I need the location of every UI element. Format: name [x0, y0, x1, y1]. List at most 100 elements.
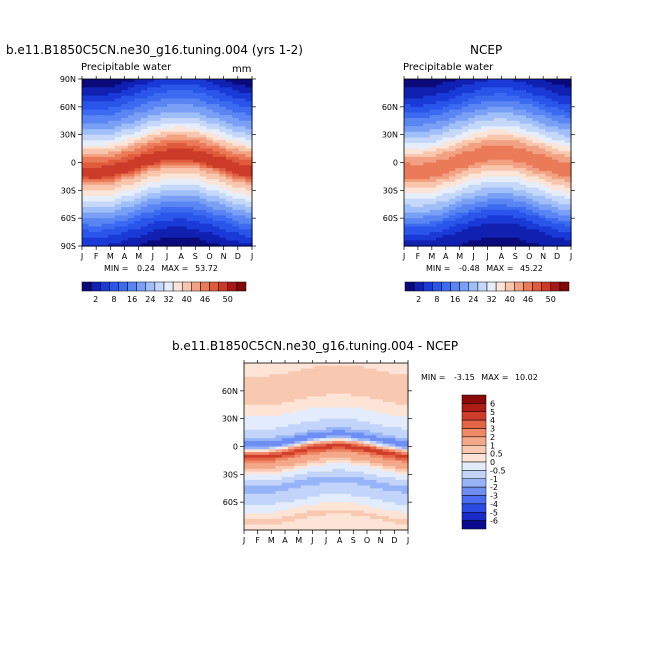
- field-cell: [436, 140, 444, 144]
- field-cell: [532, 226, 540, 230]
- field-cell: [538, 140, 546, 144]
- field-cell: [410, 87, 418, 91]
- field-cell: [232, 84, 240, 88]
- field-cell: [300, 415, 308, 420]
- field-cell: [153, 207, 162, 211]
- field-cell: [180, 123, 188, 127]
- field-cell: [442, 112, 450, 116]
- field-cell: [193, 123, 201, 127]
- field-cell: [108, 131, 116, 136]
- field-cell: [382, 516, 390, 520]
- field-cell: [448, 173, 456, 178]
- field-cell: [545, 98, 553, 102]
- field-cell: [153, 143, 162, 147]
- field-cell: [245, 179, 253, 183]
- field-cell: [101, 87, 109, 91]
- field-cell: [551, 159, 559, 164]
- field-cell: [256, 388, 264, 392]
- field-cell: [401, 493, 409, 498]
- field-cell: [389, 468, 396, 473]
- field-cell: [134, 204, 142, 208]
- field-cell: [244, 479, 251, 484]
- field-cell: [193, 109, 201, 113]
- field-cell: [167, 120, 175, 125]
- field-cell: [538, 134, 546, 139]
- field-cell: [88, 195, 96, 200]
- field-cell: [114, 234, 122, 239]
- field-cell: [551, 184, 559, 189]
- field-cell: [519, 220, 527, 225]
- field-cell: [114, 198, 122, 203]
- field-cell: [532, 229, 540, 233]
- field-cell: [410, 187, 418, 191]
- field-cell: [481, 243, 489, 247]
- field-cell: [319, 449, 327, 453]
- field-cell: [244, 435, 251, 439]
- field-cell: [532, 140, 540, 144]
- field-cell: [558, 184, 566, 189]
- field-cell: [245, 168, 253, 172]
- field-cell: [351, 410, 359, 414]
- field-cell: [332, 463, 340, 467]
- field-cell: [429, 193, 437, 197]
- field-cell: [395, 454, 403, 459]
- field-cell: [538, 90, 546, 94]
- field-cell: [232, 154, 240, 158]
- field-cell: [313, 374, 321, 378]
- field-cell: [167, 204, 175, 208]
- field-cell: [245, 145, 253, 150]
- field-cell: [121, 101, 129, 105]
- field-cell: [262, 507, 270, 512]
- field-cell: [481, 120, 489, 125]
- field-cell: [147, 240, 155, 244]
- field-cell: [455, 232, 463, 236]
- field-cell: [551, 129, 559, 133]
- field-cell: [244, 524, 251, 528]
- field-cell: [481, 134, 489, 139]
- field-cell: [416, 240, 424, 244]
- field-cell: [95, 232, 103, 236]
- field-cell: [275, 513, 283, 517]
- field-cell: [193, 145, 201, 150]
- field-cell: [363, 465, 371, 470]
- field-cell: [332, 374, 340, 378]
- field-cell: [545, 106, 553, 111]
- field-cell: [167, 92, 175, 97]
- field-cell: [332, 491, 340, 495]
- field-cell: [269, 446, 277, 450]
- field-cell: [307, 513, 314, 517]
- field-cell: [513, 209, 521, 214]
- field-cell: [493, 204, 501, 208]
- field-cell: [95, 123, 103, 127]
- field-cell: [127, 101, 135, 105]
- field-cell: [416, 137, 424, 141]
- field-cell: [513, 240, 521, 244]
- x-tick-label: J: [80, 252, 83, 261]
- field-cell: [199, 215, 207, 219]
- field-cell: [88, 137, 96, 141]
- field-cell: [212, 79, 220, 83]
- field-cell: [147, 140, 155, 144]
- field-cell: [281, 379, 289, 384]
- field-cell: [244, 396, 251, 400]
- field-cell: [219, 223, 227, 228]
- field-cell: [357, 396, 365, 400]
- field-cell: [173, 123, 181, 127]
- field-cell: [140, 156, 148, 161]
- field-cell: [545, 218, 553, 222]
- field-cell: [357, 435, 365, 439]
- field-cell: [513, 151, 521, 155]
- field-cell: [269, 507, 277, 512]
- field-cell: [332, 452, 340, 456]
- field-cell: [513, 129, 521, 133]
- field-cell: [244, 496, 251, 500]
- field-cell: [225, 184, 233, 189]
- field-cell: [532, 232, 540, 236]
- field-cell: [238, 173, 247, 178]
- field-cell: [319, 527, 327, 531]
- field-cell: [564, 151, 572, 155]
- field-cell: [389, 415, 396, 420]
- field-cell: [538, 87, 546, 91]
- field-cell: [238, 176, 247, 180]
- field-cell: [442, 179, 450, 183]
